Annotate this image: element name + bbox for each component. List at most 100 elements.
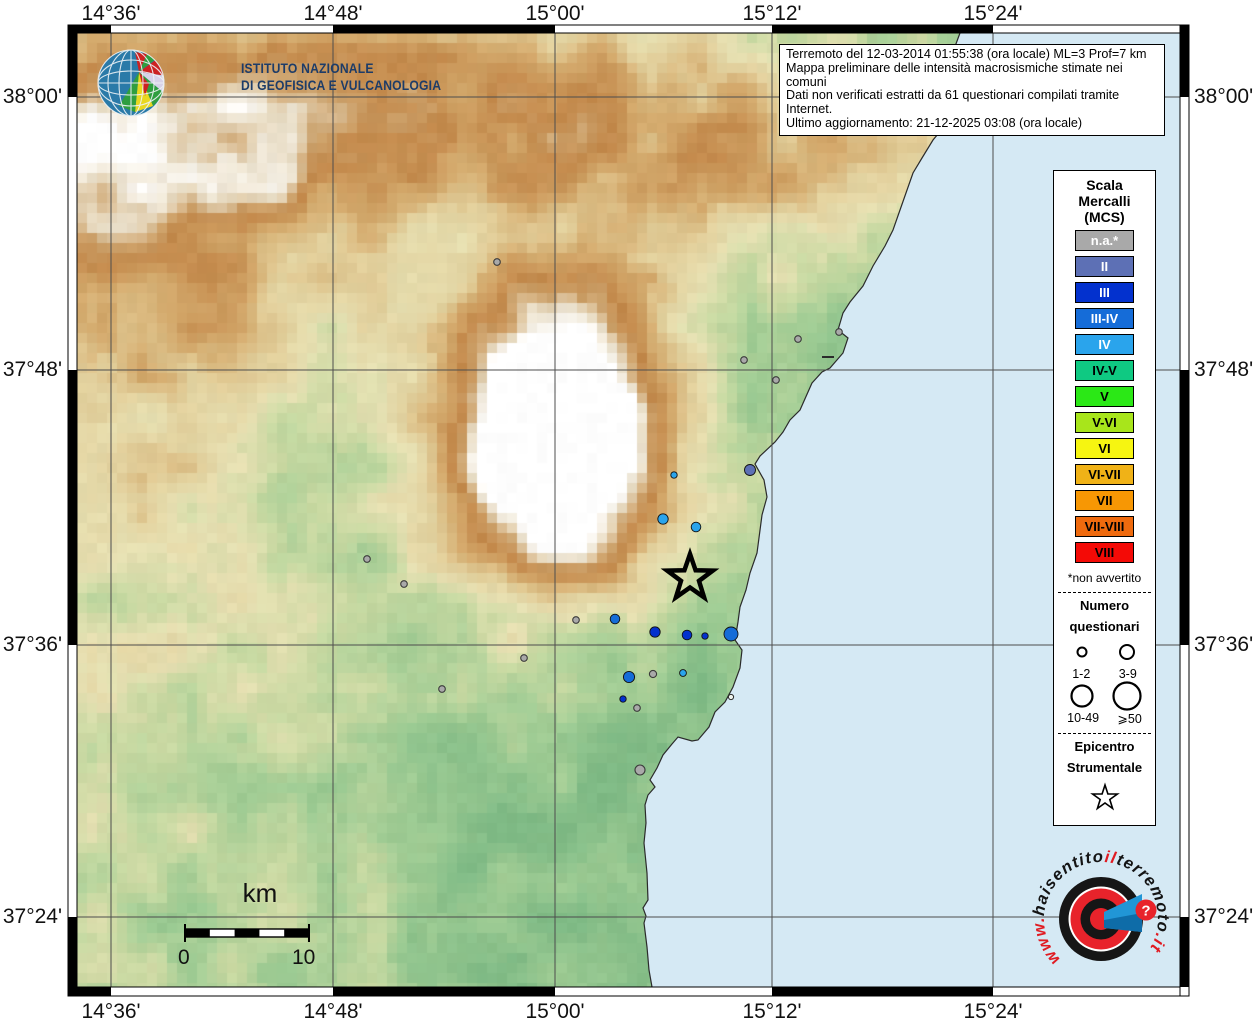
size-label-1-2: 1-2: [1072, 667, 1091, 681]
intensity-swatch-II: II: [1075, 256, 1134, 277]
intensity-point-n.a.*: [648, 669, 658, 679]
intensity-point-n.a.*: [493, 258, 501, 266]
ingv-name: ISTITUTO NAZIONALE DI GEOFISICA E VULCAN…: [241, 61, 441, 94]
size-label-50plus: ⩾50: [1117, 712, 1142, 726]
intensity-point-n.a.*: [572, 616, 580, 624]
tick-top-2: 15°00': [525, 2, 585, 25]
intensity-point-IV: [657, 513, 669, 525]
intensity-swatch-VI: VI: [1075, 438, 1134, 459]
info-line-update: Ultimo aggiornamento: 21-12-2025 03:08 (…: [786, 115, 1083, 130]
tick-left-3: 37°24': [2, 905, 62, 928]
earthquake-info-box: Terremoto del 12-03-2014 01:55:38 (ora l…: [779, 44, 1165, 136]
legend-divider: [1058, 592, 1151, 593]
intensity-swatch-III: III: [1075, 282, 1134, 303]
intensity-point-n.a.*: [835, 328, 843, 336]
scalebar: km 0 10: [160, 878, 360, 978]
size-circle-3-9: [1118, 644, 1135, 660]
intensity-point-III: [649, 626, 661, 638]
intensity-points-layer: [363, 258, 843, 776]
intensity-point-III-IV: [609, 613, 621, 625]
tick-right-0: 38°00': [1194, 85, 1254, 108]
tick-left-0: 38°00': [2, 85, 62, 108]
islet-mark: [727, 693, 735, 701]
ingv-name-line2: DI GEOFISICA E VULCANOLOGIA: [241, 77, 442, 93]
epicenter-legend-title: Epicentro Strumentale: [1066, 739, 1143, 775]
coastline: [642, 32, 961, 988]
intensity-swatch-IV-V: IV-V: [1075, 360, 1134, 381]
questionnaire-count-title: Numero questionari: [1069, 598, 1140, 634]
intensity-swatch-V: V: [1075, 386, 1134, 407]
tick-top-3: 15°12': [742, 2, 802, 25]
intensity-point-II: [744, 464, 756, 476]
size-circle-50plus: [1112, 681, 1142, 711]
intensity-point-n.a.*: [400, 580, 408, 588]
size-label-10-49: 10-49: [1067, 711, 1100, 725]
ingv-globe-icon: [97, 49, 165, 117]
intensity-point-n.a.*: [520, 654, 528, 662]
scalebar-end: 10: [292, 946, 316, 969]
scalebar-unit: km: [242, 878, 278, 908]
intensity-point-III-IV: [723, 626, 739, 642]
legend-panel: Scala Mercalli (MCS) n.a.* II III III-IV IV I…: [1053, 170, 1156, 826]
intensity-point-n.a.*: [438, 685, 446, 693]
tick-left-2: 37°36': [2, 633, 62, 656]
epicenter-legend-star: [1089, 782, 1120, 811]
size-circle-10-49: [1070, 684, 1094, 708]
scalebar-start: 0: [178, 946, 190, 969]
tick-bottom-2: 15°00': [525, 1000, 585, 1023]
ingv-name-line1: ISTITUTO NAZIONALE: [241, 61, 374, 76]
graticule: [77, 33, 1180, 987]
legend-divider-2: [1058, 733, 1151, 734]
intensity-point-n.a.*: [363, 555, 371, 563]
questionnaire-size-row-2: [1060, 681, 1149, 711]
questionnaire-size-row-1: [1060, 637, 1149, 667]
intensity-point-n.a.*: [772, 376, 780, 384]
size-circle-1-2: [1076, 646, 1088, 658]
intensity-scale: n.a.* II III III-IV IV IV-V V V-VI VI VI-VII VII VI…: [1054, 230, 1155, 563]
sea-area: [643, 33, 1180, 987]
intensity-swatch-III-IV: III-IV: [1075, 308, 1134, 329]
question-badge: [1135, 899, 1157, 921]
tick-right-1: 37°48': [1194, 358, 1254, 381]
tick-top-0: 14°36': [81, 2, 141, 25]
tick-bottom-4: 15°24': [963, 1000, 1023, 1023]
intensity-swatch-VII: VII: [1075, 490, 1134, 511]
tick-right-3: 37°24': [1194, 905, 1254, 928]
tick-bottom-0: 14°36': [81, 1000, 141, 1023]
intensity-point-IV: [690, 521, 702, 533]
ingv-logo: ISTITUTO NAZIONALE DI GEOFISICA E VULCAN…: [95, 46, 441, 118]
intensity-point-III: [619, 695, 627, 703]
intensity-swatch-VI-VII: VI-VII: [1075, 464, 1134, 485]
intensity-point-III: [681, 629, 693, 641]
intensity-swatch-n.a.*: n.a.*: [1075, 230, 1134, 251]
intensity-swatch-VII-VIII: VII-VIII: [1075, 516, 1134, 537]
tick-right-2: 37°36': [1194, 633, 1254, 656]
tick-bottom-1: 14°48': [303, 1000, 363, 1023]
info-line-data: Dati non verificati estratti da 61 quest…: [786, 88, 1120, 117]
scalebar-graphic: [184, 924, 310, 942]
legend-footnote: *non avvertito: [1067, 571, 1142, 585]
intensity-swatch-V-VI: V-VI: [1075, 412, 1134, 433]
legend-title: Scala Mercalli (MCS): [1078, 177, 1131, 225]
size-label-3-9: 3-9: [1118, 667, 1137, 681]
map-frame: [67, 24, 1190, 997]
tick-bottom-3: 15°12': [742, 1000, 802, 1023]
intensity-swatch-VIII: VIII: [1075, 542, 1134, 563]
epicenter-star: [660, 547, 720, 604]
info-line-map: Mappa preliminare delle intensità macros…: [786, 60, 1123, 89]
tick-top-4: 15°24': [963, 2, 1023, 25]
intensity-point-IV: [679, 669, 687, 677]
intensity-point-n.a.*: [794, 335, 802, 343]
tick-left-1: 37°48': [2, 358, 62, 381]
tick-top-1: 14°48': [303, 2, 363, 25]
haisentitoilterremoto-logo: ? www.haisentitoilterremoto .it: [1030, 848, 1171, 968]
intensity-point-III-IV: [622, 670, 636, 684]
intensity-swatch-IV: IV: [1075, 334, 1134, 355]
info-line-event: Terremoto del 12-03-2014 01:55:38 (ora l…: [786, 47, 1147, 61]
intensity-point-n.a.*: [740, 356, 748, 364]
question-mark: ?: [1141, 903, 1150, 920]
intensity-point-n.a.*: [634, 764, 646, 776]
intensity-point-IV: [670, 471, 678, 479]
